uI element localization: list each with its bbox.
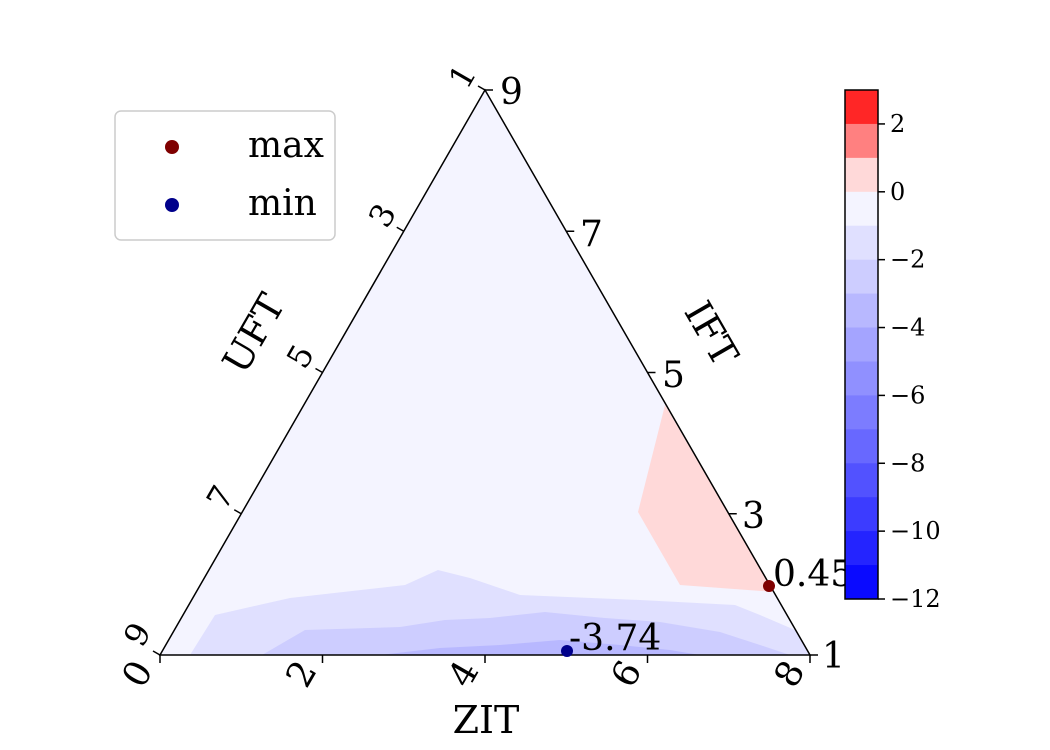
contour-level-0-to-1 — [638, 405, 810, 655]
colorbar-segment — [845, 157, 878, 193]
colorbar-segment — [845, 293, 878, 329]
colorbar-segment — [845, 395, 878, 430]
legend-marker-max — [165, 140, 179, 154]
bottom-tick-label: 4 — [441, 654, 488, 694]
colorbar-tick-label: 2 — [890, 110, 905, 138]
bottom-tick-label: 0 — [115, 654, 162, 694]
colorbar-segment — [845, 191, 878, 227]
min-marker — [561, 645, 573, 657]
colorbar-tick-label: −12 — [890, 585, 941, 613]
left-tick-label: 1 — [441, 58, 484, 95]
bottom-tick-label: 2 — [279, 654, 326, 694]
colorbar-segment — [845, 225, 878, 261]
legend: max min — [114, 110, 336, 241]
legend-label-min: min — [248, 183, 317, 224]
contour-regions — [160, 90, 810, 655]
colorbar-segment — [845, 497, 878, 532]
colorbar-segment — [845, 90, 878, 125]
right-tick-label: 7 — [580, 214, 603, 255]
right-tick-marks — [485, 89, 818, 656]
bottom-tick-label: 6 — [604, 654, 651, 694]
colorbar-segment — [845, 123, 878, 159]
colorbar-segment — [845, 361, 878, 396]
colorbar-tick-label: −6 — [890, 381, 925, 409]
max-marker — [763, 580, 775, 592]
bottom-axis-label: ZIT — [453, 698, 520, 742]
right-tick-labels: 1 3 5 7 9 — [500, 72, 845, 677]
colorbar-tick-label: −4 — [890, 314, 925, 342]
left-tick-marks — [152, 85, 486, 656]
right-tick-label: 9 — [500, 72, 523, 113]
legend-label-max: max — [248, 125, 324, 166]
right-tick-label: 5 — [662, 355, 685, 396]
colorbar-segment — [845, 531, 878, 566]
max-value-label: 0.45 — [773, 554, 853, 595]
colorbar-segment — [845, 463, 878, 498]
colorbar-segment — [845, 565, 878, 600]
colorbar-frame — [844, 89, 879, 600]
colorbar-tick-label: −10 — [890, 517, 941, 545]
colorbar-tick-label: −8 — [890, 449, 925, 477]
bottom-tick-label: 8 — [767, 654, 814, 694]
colorbar-segments — [845, 90, 878, 600]
right-tick-label: 3 — [742, 496, 765, 537]
bottom-tick-marks — [159, 655, 811, 663]
min-value-label: -3.74 — [569, 618, 661, 659]
left-tick-label: 9 — [116, 616, 159, 653]
colorbar: 2 0 −2 −4 −6 −8 −10 −12 — [844, 89, 941, 613]
colorbar-segment — [845, 429, 878, 464]
right-tick-label: 1 — [822, 636, 845, 677]
left-axis-label: UFT — [214, 286, 294, 381]
contour-level-minus-4-to-minus-3 — [380, 640, 700, 655]
colorbar-tick-label: 0 — [890, 178, 905, 206]
colorbar-segment — [845, 259, 878, 295]
legend-marker-min — [165, 198, 179, 212]
right-axis-label: IFT — [676, 294, 747, 374]
colorbar-tick-label: −2 — [890, 246, 925, 274]
colorbar-ticks: 2 0 −2 −4 −6 −8 −10 −12 — [878, 110, 941, 613]
bottom-tick-labels: 0 2 4 6 8 — [115, 654, 814, 694]
colorbar-segment — [845, 327, 878, 362]
contour-level-minus-3-to-minus-2 — [262, 612, 790, 655]
